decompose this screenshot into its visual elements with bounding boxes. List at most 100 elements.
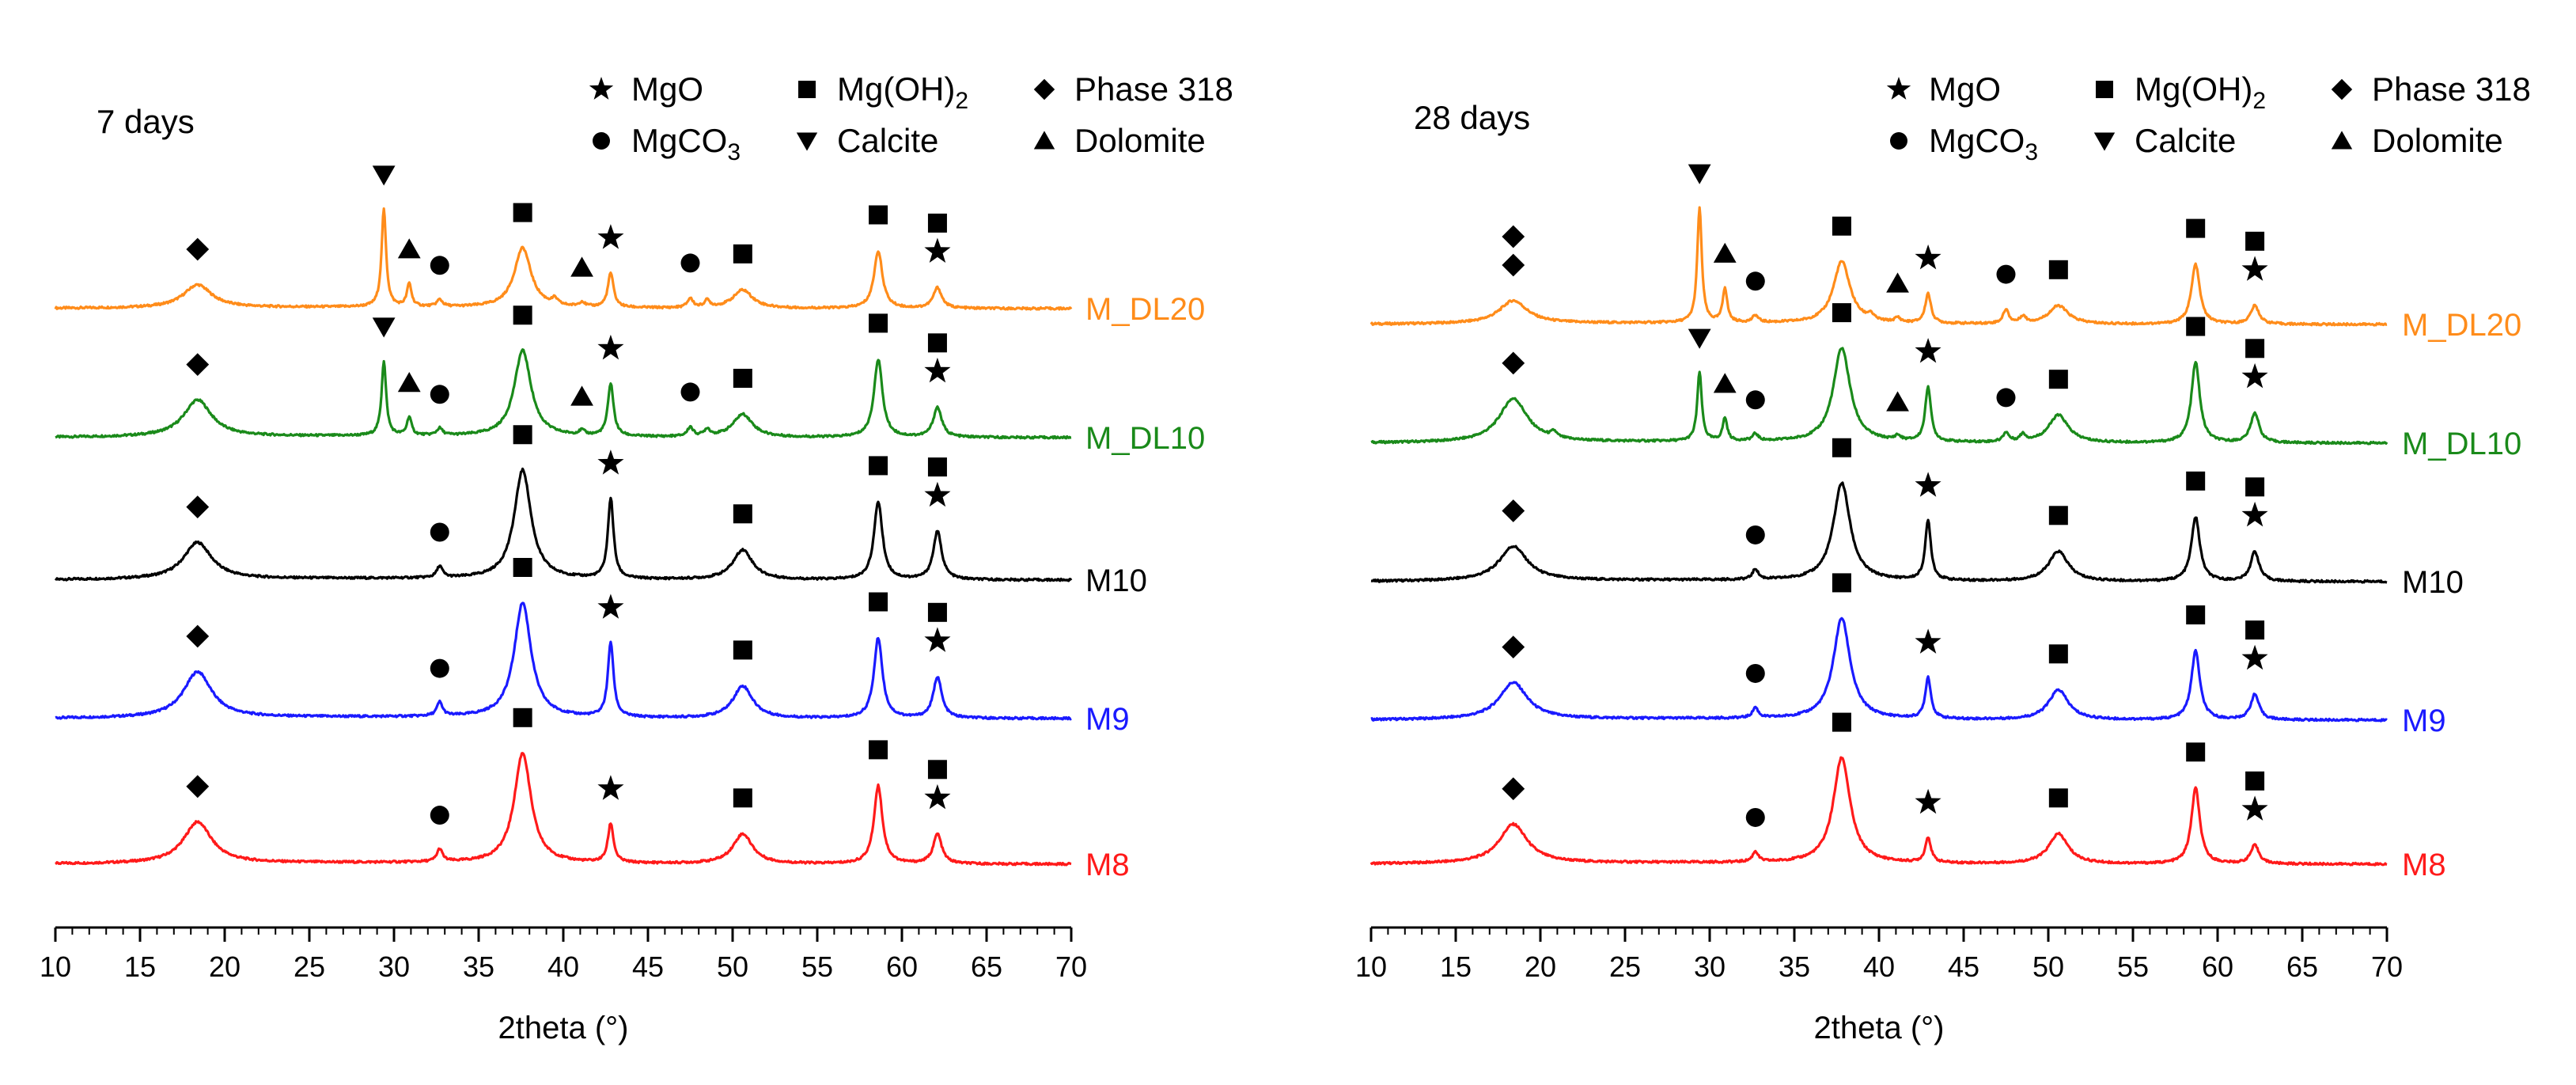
triangle-down-marker (372, 165, 396, 186)
star-marker (924, 783, 951, 810)
diamond-marker (1502, 225, 1525, 248)
square-marker (1832, 303, 1851, 323)
legend-entry: Dolomite (1033, 122, 1206, 159)
square-marker (2048, 506, 2068, 525)
series-M_DL20: M_DL20 (54, 165, 1205, 327)
legend-label: Dolomite (2372, 122, 2503, 159)
star-marker (1915, 472, 1941, 497)
square-marker (733, 369, 752, 388)
x-tick-label: 65 (2286, 950, 2318, 983)
legend-entry: MgCO3 (593, 122, 741, 165)
diamond-marker (186, 775, 210, 799)
square-marker (513, 305, 532, 325)
square-marker (2245, 339, 2265, 359)
series-label: M8 (1085, 848, 1130, 882)
circle-marker (1745, 271, 1765, 291)
x-tick-label: 70 (1055, 950, 1087, 983)
diamond-marker (186, 495, 210, 518)
square-marker (1832, 573, 1851, 593)
x-axis-title: 2theta (°) (498, 1011, 629, 1045)
square-marker (927, 457, 947, 477)
diamond-marker (1502, 351, 1525, 375)
square-marker (927, 213, 947, 233)
x-tick-label: 55 (2117, 950, 2149, 983)
series-M_DL10: M_DL10 (1370, 303, 2521, 461)
diamond-marker (1502, 777, 1525, 801)
legend-label: Mg(OH)2 (837, 70, 968, 114)
legend: MgO Mg(OH)2 Phase 318 MgCO3 Calcite Dolomite (1886, 70, 2531, 165)
square-marker (2245, 620, 2265, 640)
square-marker (2048, 788, 2068, 808)
square-marker (513, 425, 532, 445)
square-marker (2186, 742, 2206, 762)
series-line (55, 348, 1072, 440)
legend-entry: MgCO3 (1890, 122, 2038, 165)
square-marker (2048, 370, 2068, 389)
series-label: M_DL10 (2402, 427, 2521, 461)
square-marker (733, 244, 752, 264)
x-tick-label: 40 (547, 950, 579, 983)
x-axis: 10 15 20 25 30 35 40 45 50 55 60 65 70 2theta (°) (40, 926, 1087, 1045)
star-marker (597, 334, 624, 360)
triangle-up-marker (397, 372, 421, 393)
legend-label-subscript: 2 (2252, 88, 2266, 114)
square-marker (1832, 216, 1851, 236)
circle-marker (593, 132, 610, 150)
x-tick-label: 15 (124, 950, 156, 983)
legend-entry: Phase 318 (1033, 70, 1233, 108)
square-marker (2245, 231, 2265, 251)
legend-entry: Mg(OH)2 (2096, 70, 2266, 114)
diamond-marker (186, 624, 210, 648)
series-label: M8 (2402, 848, 2446, 882)
triangle-up-marker (1033, 131, 1055, 150)
square-marker (798, 81, 816, 98)
triangle-down-marker (1688, 164, 1711, 184)
triangle-down-marker (2093, 132, 2116, 151)
series-M9: M9 (55, 558, 1130, 737)
square-marker (2048, 260, 2068, 279)
legend-entry: Mg(OH)2 (798, 70, 968, 114)
triangle-down-marker (1688, 328, 1711, 349)
x-tick-label: 20 (209, 950, 241, 983)
legend-entry: MgO (589, 70, 703, 108)
square-marker (733, 640, 752, 660)
square-marker (927, 602, 947, 622)
x-tick-label: 65 (971, 950, 1002, 983)
x-tick-label: 10 (1355, 950, 1387, 983)
star-marker (2241, 362, 2268, 389)
series-line (55, 752, 1072, 867)
triangle-up-marker (397, 238, 421, 259)
star-marker (2241, 501, 2268, 527)
series-M8: M8 (55, 708, 1130, 882)
series-M10: M10 (54, 425, 1147, 598)
x-tick-label: 30 (378, 950, 410, 983)
x-tick-label: 15 (1440, 950, 1472, 983)
legend-entry: Calcite (2093, 122, 2236, 159)
square-marker (869, 456, 888, 476)
square-marker (2048, 644, 2068, 664)
legend-entry: Dolomite (2331, 122, 2503, 159)
triangle-up-marker (1886, 391, 1909, 412)
legend-label: Phase 318 (1074, 70, 1233, 108)
star-marker (589, 77, 614, 100)
legend-label: Dolomite (1074, 122, 1206, 159)
legend-label-text: MgO (631, 70, 703, 108)
panel-title: 28 days (1414, 99, 1530, 136)
diamond-marker (1502, 635, 1525, 658)
x-tick-label: 60 (886, 950, 918, 983)
legend-label-subscript: 3 (727, 139, 741, 165)
square-marker (513, 203, 532, 222)
star-marker (2241, 644, 2268, 670)
triangle-up-marker (1713, 242, 1737, 263)
square-marker (869, 592, 888, 612)
legend-entry: MgO (1886, 70, 2001, 108)
star-marker (1915, 628, 1941, 654)
diamond-marker (186, 237, 210, 261)
square-marker (513, 708, 532, 727)
square-marker (2245, 477, 2265, 497)
legend-label-text: Mg(OH) (837, 70, 955, 108)
circle-marker (430, 256, 449, 275)
square-marker (733, 788, 752, 808)
star-marker (1915, 338, 1941, 363)
square-marker (869, 205, 888, 225)
